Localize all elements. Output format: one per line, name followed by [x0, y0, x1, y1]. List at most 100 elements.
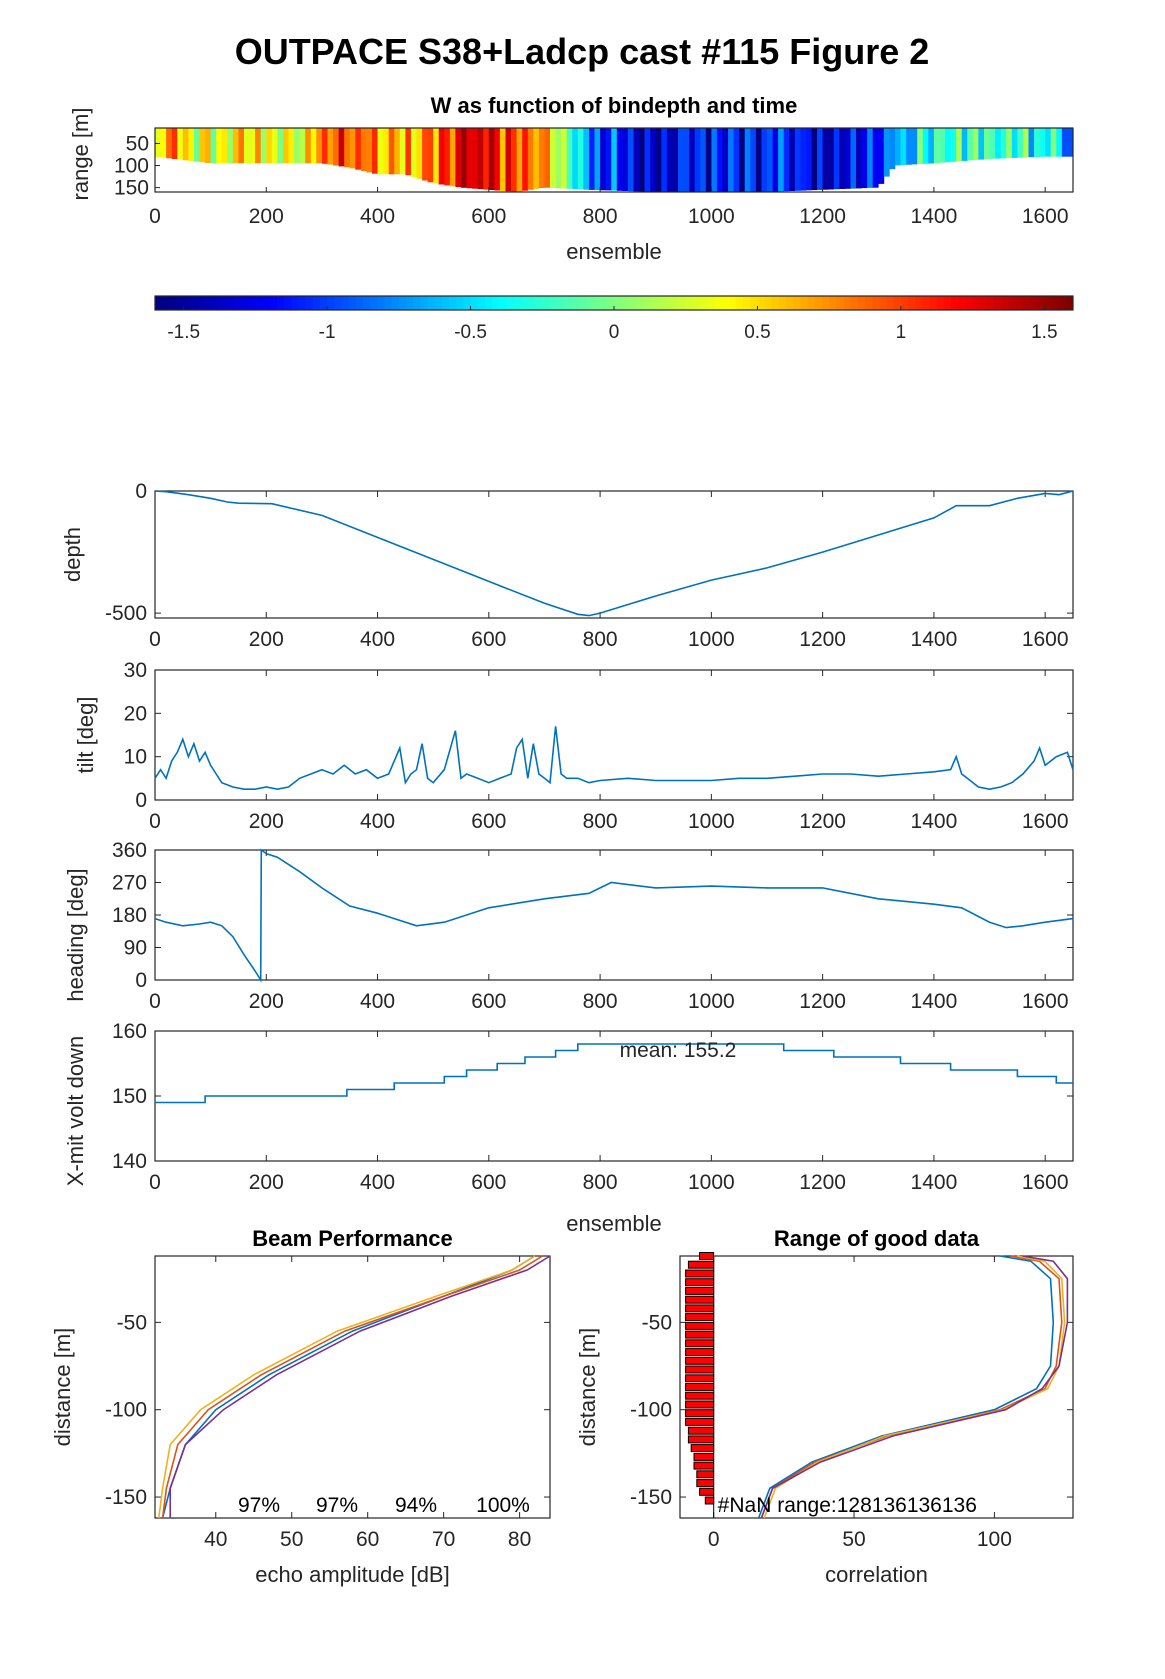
- colorbar-swatch: [764, 296, 773, 310]
- heatmap-cell: [555, 128, 562, 189]
- colorbar-swatch: [850, 296, 859, 310]
- heatmap-cell: [216, 128, 223, 164]
- heatmap-cell: [260, 128, 267, 164]
- colorbar-swatch: [427, 296, 436, 310]
- nan-bar: [699, 1252, 715, 1260]
- heatmap-cell: [728, 128, 734, 192]
- colorbar-swatch: [370, 296, 378, 310]
- nan-bar: [693, 1452, 715, 1461]
- colorbar-swatch: [1022, 296, 1031, 310]
- heatmap-cell: [461, 128, 467, 188]
- x-tick-label: 1600: [1022, 205, 1069, 228]
- colorbar-swatch: [198, 296, 206, 310]
- beam-performance-panel: 40 50 60 70 80 -150 -100 -50 Beam Performance ech…: [50, 1226, 551, 1587]
- heatmap-cell: [238, 128, 245, 164]
- colorbar-swatch: [872, 296, 880, 310]
- plot-area: [679, 1255, 1074, 1519]
- colorbar-swatch: [499, 296, 507, 310]
- heatmap-cell: [778, 128, 784, 192]
- colorbar-swatch: [542, 296, 550, 310]
- colorbar-tick-label: -1: [319, 322, 336, 343]
- heatmap-cell: [394, 128, 401, 175]
- heatmap-cell: [366, 128, 373, 173]
- heatmap-cell: [689, 128, 695, 192]
- heatmap-cell: [410, 128, 417, 177]
- heatmap-cell: [739, 128, 746, 192]
- heatmap-cell: [911, 128, 918, 165]
- colorbar-swatch: [642, 296, 651, 310]
- heatmap-cell: [1011, 128, 1018, 158]
- y-tick-label: -100: [630, 1399, 672, 1422]
- heatmap-cell: [422, 128, 428, 181]
- nan-bar: [685, 1348, 715, 1357]
- y-tick-label: 90: [124, 937, 147, 960]
- colorbar-swatch: [836, 296, 844, 310]
- heatmap-cell: [572, 128, 579, 190]
- heatmap-cell: [722, 128, 729, 192]
- colorbar-tick-label: -1.5: [167, 322, 200, 343]
- colorbar-tick-label: -0.5: [454, 322, 487, 343]
- heatmap-cell: [327, 128, 334, 165]
- heatmap-cell: [416, 128, 423, 179]
- heatmap-cell: [210, 128, 217, 164]
- x-tick-label: 400: [360, 205, 395, 228]
- heatmap-cell: [661, 128, 668, 192]
- plot-area: [154, 669, 1074, 801]
- heatmap-cell: [611, 128, 618, 191]
- heatmap-cell: [1006, 128, 1013, 159]
- x-tick-label: 1400: [911, 628, 958, 651]
- colorbar-swatch: [915, 296, 923, 310]
- colorbar-tick-label: 0.5: [744, 322, 770, 343]
- heatmap-cell: [372, 128, 378, 174]
- x-axis-label: ensemble: [566, 1211, 661, 1236]
- colorbar-swatch: [377, 296, 385, 310]
- heatmap-cell: [828, 128, 835, 190]
- heatmap-cell: [316, 128, 323, 164]
- x-tick-label: 0: [149, 628, 161, 651]
- y-tick-label: -50: [117, 1311, 147, 1334]
- heatmap-cell: [344, 128, 351, 168]
- colorbar-swatch: [355, 296, 364, 310]
- nan-bar: [685, 1356, 715, 1365]
- heatmap-cell: [527, 128, 534, 190]
- colorbar-swatch: [327, 296, 335, 310]
- colorbar-swatch: [477, 296, 486, 310]
- colorbar-swatch: [700, 296, 708, 310]
- nan-bar: [687, 1435, 715, 1444]
- colorbar-swatch: [671, 296, 679, 310]
- heatmap-cell: [305, 128, 312, 164]
- heatmap-cell: [294, 128, 300, 164]
- y-tick-label: 50: [126, 132, 149, 155]
- colorbar-swatch: [1058, 296, 1067, 310]
- x-axis-label: echo amplitude [dB]: [255, 1562, 449, 1587]
- x-tick-label: 80: [508, 1528, 531, 1551]
- colorbar-swatch: [291, 296, 299, 310]
- heatmap-cell: [650, 128, 657, 192]
- nan-bar: [685, 1286, 715, 1295]
- y-tick-label: -100: [105, 1399, 147, 1422]
- colorbar-swatch: [614, 296, 622, 310]
- colorbar-swatch: [714, 296, 722, 310]
- colorbar-swatch: [233, 296, 242, 310]
- colorbar-swatch: [692, 296, 701, 310]
- colorbar-swatch: [434, 296, 443, 310]
- x-tick-label: 800: [583, 205, 618, 228]
- mean-annotation: mean: 155.2: [620, 1039, 737, 1062]
- heatmap-cell: [616, 128, 623, 191]
- colorbar-swatch: [513, 296, 522, 310]
- colorbar-tick-label: 1: [896, 322, 907, 343]
- heatmap-cell: [466, 128, 473, 189]
- heatmap-cell: [761, 128, 768, 192]
- x-tick-label: 1000: [688, 628, 735, 651]
- heatmap-cell: [1028, 128, 1035, 158]
- colorbar-swatch: [664, 296, 672, 310]
- x-tick-label: 400: [360, 1171, 395, 1194]
- colorbar-swatch: [398, 296, 407, 310]
- heatmap-cell: [244, 128, 250, 164]
- heatmap-cell: [800, 128, 807, 191]
- nan-bar: [685, 1409, 715, 1418]
- x-tick-label: 1600: [1022, 628, 1069, 651]
- heatmap-cell: [622, 128, 629, 191]
- colorbar-swatch: [420, 296, 428, 310]
